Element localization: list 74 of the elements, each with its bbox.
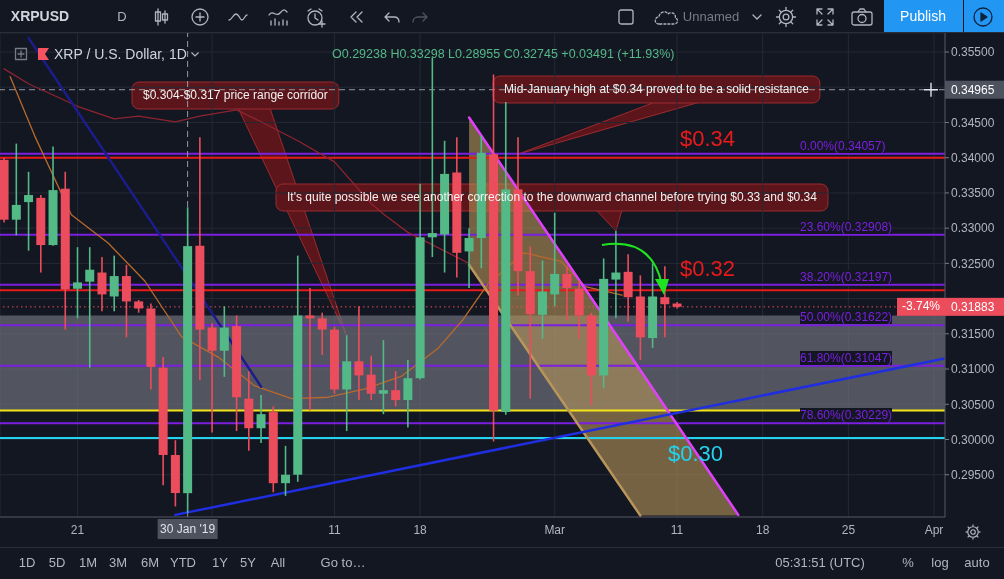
y-tick-label: 0.32500 <box>951 256 995 271</box>
text: 5Y <box>240 554 256 571</box>
candlestick <box>317 311 327 356</box>
ref-line-label: 50.00%(0.31622) <box>800 310 893 325</box>
candlestick <box>85 246 95 369</box>
text: XRP / U.S. Dollar, 1D <box>54 46 187 62</box>
x-tick-label: 11 <box>328 522 342 537</box>
candlestick <box>219 305 229 378</box>
y-tick-label: 0.35500 <box>951 45 995 60</box>
candlestick <box>24 170 34 252</box>
candlestick <box>256 394 266 444</box>
text: 3M <box>108 554 128 571</box>
candlestick <box>403 359 413 429</box>
candlestick <box>281 445 291 497</box>
candlestick <box>366 354 376 401</box>
text: Publish <box>900 8 946 25</box>
candlestick <box>354 305 364 401</box>
text: All <box>270 554 286 571</box>
text: 1D <box>18 554 36 571</box>
ref-line-label: $0.34 <box>680 125 736 151</box>
ref-line-label: 78.60%(0.30229) <box>800 408 893 423</box>
candlestick <box>378 339 388 415</box>
x-tick-label: 21 <box>70 522 85 537</box>
text: Go to… <box>320 554 366 571</box>
text: auto <box>964 554 990 571</box>
candlestick <box>550 211 560 308</box>
y-tick-label: 0.30500 <box>951 397 995 412</box>
candlestick <box>109 254 119 313</box>
text: YTD <box>170 554 196 571</box>
y-tick-label: 0.31500 <box>951 327 995 342</box>
y-tick-label: 0.34000 <box>951 150 995 165</box>
y-tick-label: 0.29500 <box>951 467 995 482</box>
ref-line-label: 23.60%(0.32908) <box>800 219 893 234</box>
candlestick <box>464 227 474 289</box>
y-tick-label: 0.34500 <box>951 115 995 130</box>
candlestick <box>11 142 21 236</box>
ref-line-label: $0.32 <box>680 256 736 282</box>
annotation: $0.304-$0.317 price range corridor <box>143 88 328 103</box>
text: 05:31:51 (UTC) <box>775 554 865 571</box>
ref-line-label: 61.80%(0.31047) <box>800 350 893 365</box>
x-tick-label: 18 <box>756 522 770 537</box>
text: D <box>117 8 127 25</box>
text: O0.29238 H0.33298 L0.28955 C0.32745 +0.03491 (+11.93%) <box>332 47 675 62</box>
y-tick-label: 0.31000 <box>951 362 995 377</box>
text: 5D <box>48 554 66 571</box>
annotation: Mid-January high at $0.34 proved to be a solid resistance <box>504 82 809 97</box>
ref-line-label: 0.31883 <box>951 299 995 314</box>
candlestick <box>562 265 572 322</box>
x-tick-label: 25 <box>841 522 856 537</box>
text: % <box>902 554 914 571</box>
candlestick <box>660 265 670 339</box>
x-tick-label: Apr <box>924 522 944 537</box>
ref-line-label: 0.34965 <box>951 82 995 97</box>
candlestick <box>73 246 82 320</box>
y-tick-label: 0.33500 <box>951 186 995 201</box>
candlestick <box>537 259 547 340</box>
text: 1Y <box>212 554 228 571</box>
text: 1M <box>78 554 98 571</box>
x-tick-label: 11 <box>670 522 684 537</box>
y-tick-label: 0.33000 <box>951 221 995 236</box>
candlestick <box>207 322 217 434</box>
candlestick <box>611 230 621 320</box>
ref-line-label: 0.00%(0.34057) <box>800 138 886 153</box>
x-tick-label: Mar <box>544 522 566 537</box>
text: Unnamed <box>682 8 740 25</box>
line-series <box>3 68 470 265</box>
x-tick-label: 18 <box>413 522 428 537</box>
text: XRPUSD <box>10 8 70 25</box>
ref-line-label: 38.20%(0.32197) <box>800 269 893 284</box>
annotation: -3.74% <box>901 299 941 314</box>
text: 6M <box>140 554 160 571</box>
candlestick <box>391 370 401 408</box>
text: log <box>931 554 949 571</box>
y-tick-label: 0.30000 <box>951 432 995 447</box>
